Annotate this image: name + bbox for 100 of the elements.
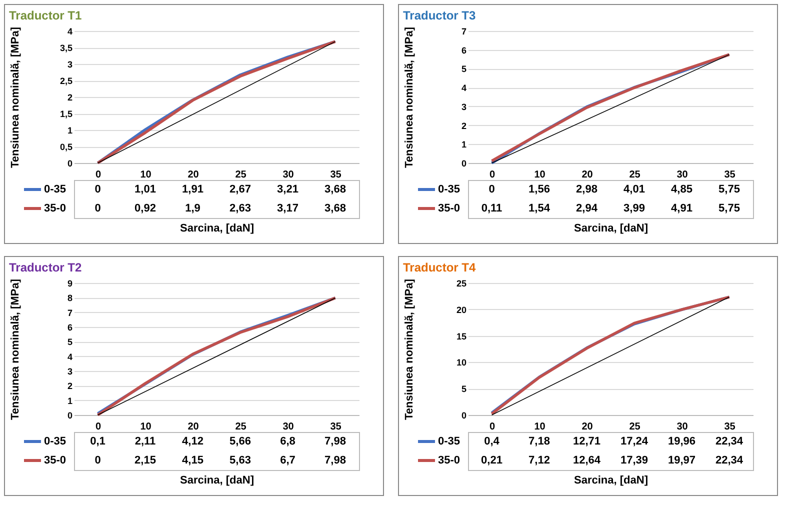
legend-label: 0-35 (438, 184, 460, 196)
data-label: 4,01 (624, 184, 645, 196)
data-label: 3,99 (624, 202, 645, 214)
y-tick-label: 2 (461, 120, 466, 131)
data-label: 1,91 (182, 184, 204, 196)
data-label: 2,11 (134, 436, 156, 448)
data-label: 0 (488, 184, 495, 196)
data-label: 3,21 (277, 184, 298, 196)
data-label: 4,12 (182, 436, 204, 448)
data-label: 0 (94, 184, 101, 196)
y-tick-label: 3 (67, 366, 72, 376)
y-tick-label: 6 (461, 45, 466, 56)
y-tick-label: 1 (67, 126, 72, 136)
data-label: 1,56 (528, 184, 550, 196)
y-tick-label: 2,5 (60, 76, 72, 86)
data-label: 5,63 (230, 454, 251, 466)
x-tick-label: 20 (188, 170, 200, 180)
y-tick-label: 0 (67, 410, 72, 420)
y-tick-label: 3,5 (60, 43, 72, 53)
y-tick-label: 9 (67, 278, 72, 288)
x-tick-label: 25 (235, 422, 247, 432)
data-label: 0 (94, 202, 101, 214)
data-label: 19,96 (668, 436, 696, 448)
legend-label: 0-35 (438, 436, 460, 448)
y-tick-label: 8 (67, 293, 72, 304)
data-label: 3,17 (277, 202, 298, 214)
x-tick-label: 30 (282, 170, 294, 180)
data-label: 6,8 (280, 436, 296, 448)
data-label: 0,11 (481, 202, 502, 214)
legend-label: 0-35 (44, 184, 66, 196)
data-label: 1,9 (185, 202, 200, 214)
data-label: 1,01 (134, 184, 156, 196)
data-label: 1,54 (528, 202, 551, 214)
data-label: 17,24 (620, 436, 649, 448)
data-label: 2,63 (230, 202, 251, 214)
data-label: 4,91 (671, 202, 692, 214)
y-tick-label: 15 (456, 331, 466, 342)
x-tick-label: 25 (235, 170, 247, 180)
data-label: 2,98 (576, 184, 598, 196)
data-label: 2,67 (230, 184, 251, 196)
x-tick-label: 35 (330, 170, 342, 180)
x-tick-label: 20 (582, 422, 594, 432)
y-tick-label: 4 (461, 83, 466, 94)
y-tick-label: 0 (67, 158, 72, 168)
y-tick-label: 0 (461, 158, 466, 168)
x-tick-label: 10 (534, 422, 546, 432)
x-tick-label: 0 (95, 422, 102, 432)
data-label: 3,68 (324, 184, 346, 196)
data-label: 0,92 (134, 202, 156, 214)
chart-title: Traductor T1 (9, 8, 82, 23)
data-label: 12,71 (572, 436, 601, 448)
data-label: 4,85 (671, 184, 692, 196)
data-label: 17,39 (620, 454, 648, 466)
x-tick-label: 35 (724, 170, 736, 180)
x-tick-label: 30 (282, 422, 294, 432)
y-axis-title: Tensiunea nominală, [MPa] (404, 26, 416, 168)
y-tick-label: 4 (67, 26, 72, 36)
y-tick-label: 3 (67, 60, 72, 70)
legend-label: 0-35 (44, 436, 66, 448)
x-tick-label: 25 (629, 170, 641, 180)
x-tick-label: 20 (188, 422, 200, 432)
data-label: 2,94 (576, 202, 598, 214)
data-label: 0,4 (484, 436, 500, 448)
x-tick-label: 30 (676, 422, 688, 432)
data-label: 4,15 (182, 454, 204, 466)
x-axis-title: Sarcina, [daN] (180, 222, 254, 234)
y-tick-label: 5 (461, 384, 466, 394)
x-tick-label: 0 (95, 170, 102, 180)
data-label: 6,7 (280, 454, 296, 466)
data-label: 2,15 (134, 454, 156, 466)
y-tick-label: 5 (67, 337, 72, 348)
x-tick-label: 10 (534, 170, 546, 180)
x-tick-label: 20 (582, 170, 594, 180)
x-tick-label: 35 (724, 422, 736, 432)
y-tick-label: 2 (67, 381, 72, 392)
y-tick-label: 2 (67, 92, 72, 102)
x-tick-label: 0 (489, 170, 496, 180)
y-axis-title: Tensiunea nominală, [MPa] (10, 278, 22, 420)
y-tick-label: 6 (67, 322, 72, 332)
y-tick-label: 7 (461, 26, 466, 36)
legend-label: 35-0 (438, 202, 460, 214)
x-tick-label: 25 (629, 422, 641, 432)
data-label: 12,64 (572, 454, 602, 466)
y-axis-title: Tensiunea nominală, [MPa] (404, 278, 416, 420)
y-tick-label: 0,5 (60, 142, 72, 152)
x-tick-label: 35 (330, 422, 342, 432)
data-label: 7,12 (528, 454, 550, 466)
data-label: 5,66 (230, 436, 251, 448)
x-tick-label: 30 (676, 170, 688, 180)
legend-label: 35-0 (438, 454, 460, 466)
y-tick-label: 20 (456, 304, 466, 315)
y-tick-label: 5 (461, 64, 466, 74)
chart-title: Traductor T2 (9, 260, 82, 275)
data-label: 19,97 (668, 454, 696, 466)
data-label: 22,34 (715, 454, 744, 466)
data-label: 0,1 (90, 436, 106, 448)
chart-title: Traductor T3 (403, 8, 476, 23)
x-axis-title: Sarcina, [daN] (574, 474, 648, 486)
x-tick-label: 10 (140, 170, 152, 180)
data-label: 7,18 (528, 436, 550, 448)
